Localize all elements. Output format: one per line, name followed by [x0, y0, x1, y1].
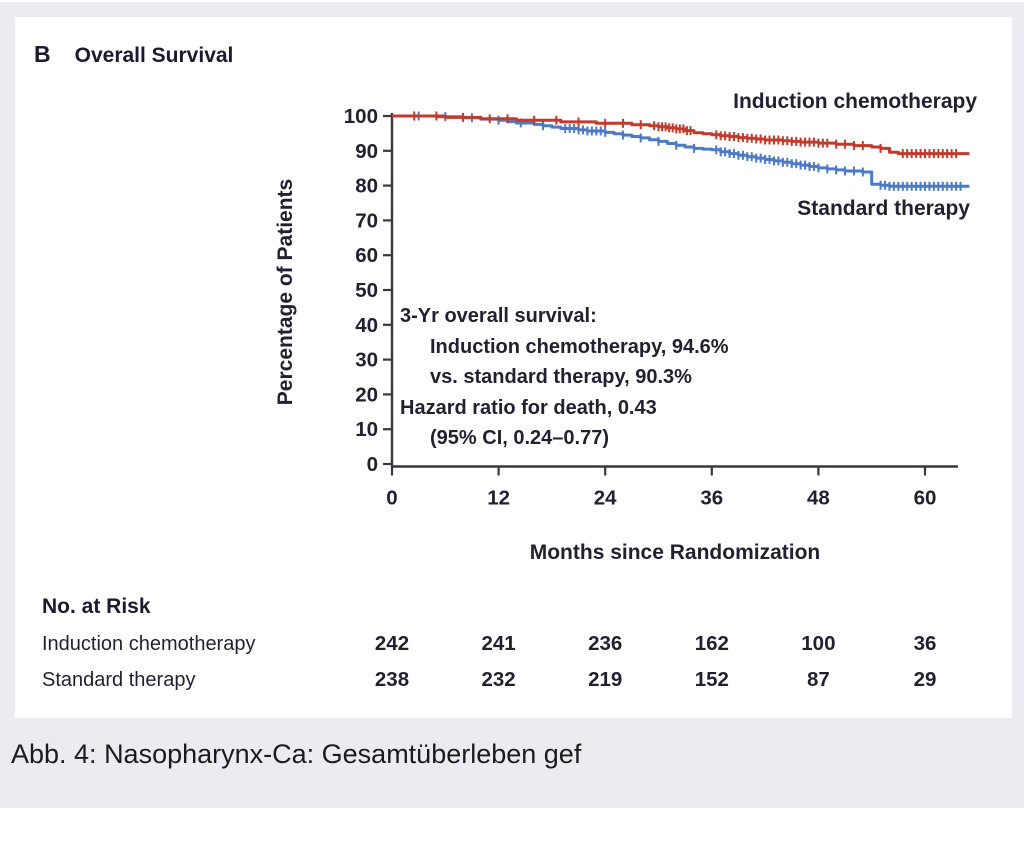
x-axis-tick-label: 36: [700, 487, 723, 510]
annotation-line: (95% CI, 0.24–0.77): [430, 427, 609, 449]
x-axis-tick-label: 0: [386, 487, 397, 510]
panel-title: Overall Survival: [74, 44, 234, 67]
figure-caption: Abb. 4: Nasopharynx-Ca: Gesamtüberleben …: [11, 739, 582, 769]
risk-count: 29: [914, 668, 937, 691]
risk-count: 242: [375, 632, 409, 655]
risk-row-label: Standard therapy: [42, 669, 196, 691]
y-axis-tick-label: 70: [355, 209, 378, 232]
annotation-line: vs. standard therapy, 90.3%: [430, 366, 692, 388]
x-axis-tick-label: 60: [914, 487, 937, 510]
risk-count: 232: [481, 668, 515, 691]
y-axis-tick-label: 40: [355, 314, 378, 337]
panel-letter: B: [34, 41, 51, 67]
risk-count: 241: [481, 632, 515, 655]
x-axis-tick-label: 24: [594, 487, 617, 510]
annotation-line: Hazard ratio for death, 0.43: [400, 396, 657, 419]
risk-count: 238: [375, 668, 409, 691]
risk-count: 236: [588, 632, 622, 655]
annotation-line: Induction chemotherapy, 94.6%: [430, 335, 729, 358]
panel-heading: B Overall Survival: [34, 41, 233, 68]
y-axis-tick-label: 100: [344, 105, 378, 128]
risk-count: 219: [588, 668, 622, 691]
y-axis-tick-label: 60: [355, 244, 378, 267]
x-axis-tick-label: 48: [807, 487, 830, 510]
y-axis-tick-label: 90: [355, 140, 378, 163]
y-axis-tick-label: 0: [367, 453, 378, 476]
risk-count: 162: [695, 632, 729, 655]
risk-count: 36: [914, 632, 937, 655]
risk-row-label: Induction chemotherapy: [42, 633, 256, 655]
annotation-block: 3-Yr overall survival: Induction chemoth…: [400, 301, 729, 454]
risk-count: 87: [807, 668, 830, 691]
x-axis-title: Months since Randomization: [529, 541, 821, 564]
y-axis-tick-label: 80: [355, 175, 378, 198]
curve-label-standard: Standard therapy: [797, 197, 970, 220]
y-axis-tick-label: 30: [355, 349, 378, 372]
risk-count: 152: [695, 668, 729, 691]
risk-count: 100: [801, 632, 835, 655]
y-axis-tick-label: 50: [355, 279, 378, 302]
annotation-line: 3-Yr overall survival:: [400, 305, 597, 327]
y-axis-tick-label: 20: [355, 383, 378, 406]
y-axis-title: Percentage of Patients: [274, 178, 297, 406]
risk-table-title: No. at Risk: [42, 595, 151, 618]
y-axis-tick-label: 10: [355, 418, 378, 441]
figure-panel: [15, 17, 1012, 718]
x-axis-tick-label: 12: [487, 487, 510, 510]
curve-label-induction: Induction chemotherapy: [733, 90, 977, 113]
survival-curve-induction: [392, 114, 970, 156]
